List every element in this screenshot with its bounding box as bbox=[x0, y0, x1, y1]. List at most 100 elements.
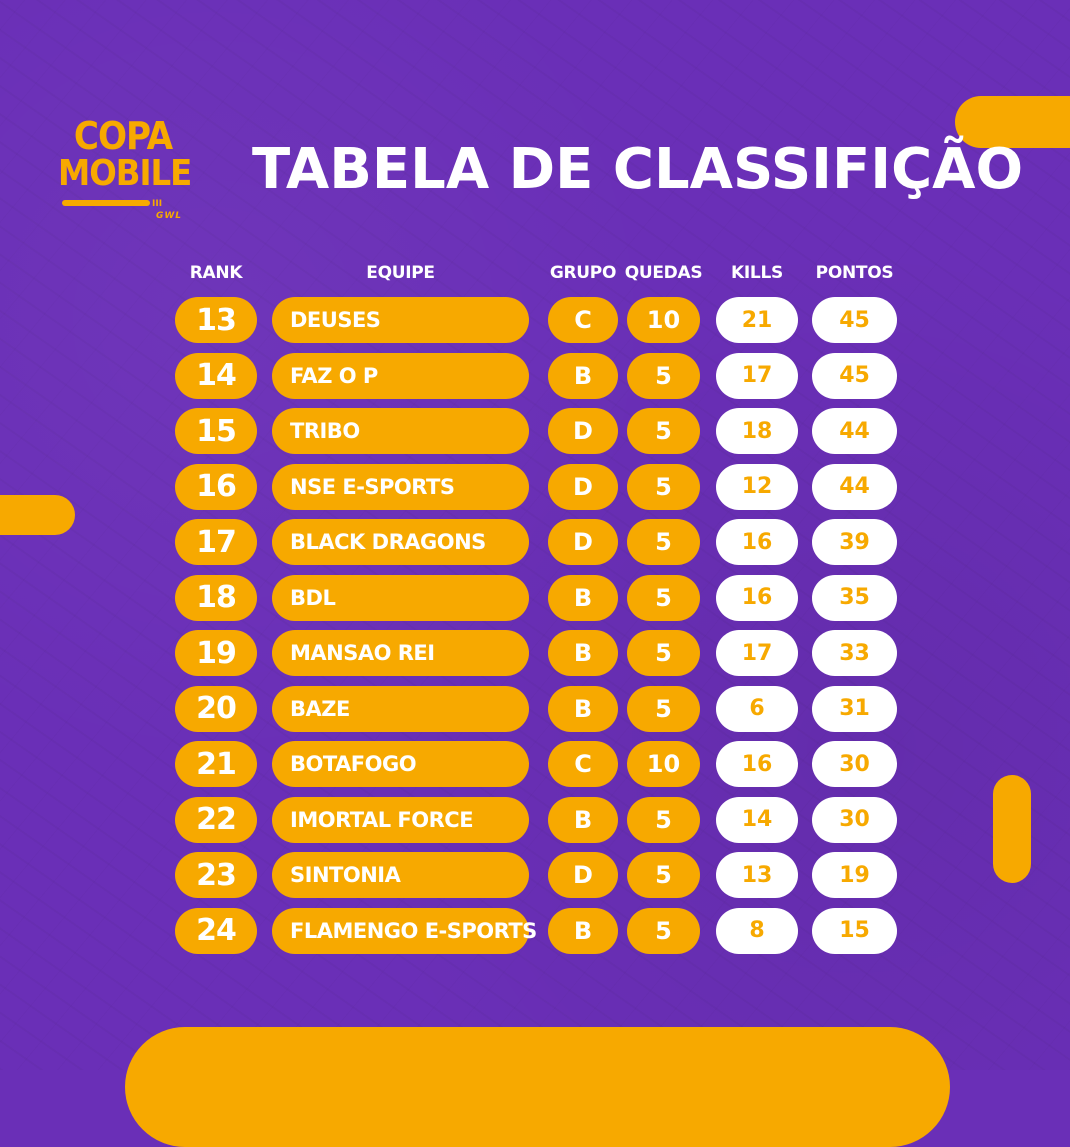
rank-cell: 21 bbox=[175, 741, 257, 787]
team-name-cell: BOTAFOGO bbox=[272, 741, 529, 787]
kills-cell: 6 bbox=[716, 685, 798, 732]
team-name-cell: TRIBO bbox=[272, 408, 529, 454]
team-name-cell: FLAMENGO E-SPORTS bbox=[272, 907, 537, 954]
team-name-cell: FAZ O P bbox=[272, 352, 529, 399]
rank-cell: 17 bbox=[175, 519, 257, 565]
kills-cell: 16 bbox=[716, 519, 798, 565]
points-cell: 30 bbox=[812, 796, 897, 843]
group-cell: D bbox=[548, 852, 618, 898]
rank-cell: 23 bbox=[175, 852, 257, 898]
team-name-cell: BAZE bbox=[272, 685, 529, 732]
drops-cell: 5 bbox=[627, 408, 700, 454]
drops-cell: 5 bbox=[627, 574, 700, 621]
kills-cell: 17 bbox=[716, 630, 798, 676]
drops-cell: 5 bbox=[627, 519, 700, 565]
group-cell: D bbox=[548, 463, 618, 510]
team-name-cell: SINTONIA bbox=[272, 852, 529, 898]
table-row: 21 BOTAFOGO C 10 16 30 bbox=[0, 741, 1070, 787]
group-cell: C bbox=[548, 741, 618, 787]
kills-cell: 21 bbox=[716, 297, 798, 343]
drops-cell: 5 bbox=[627, 796, 700, 843]
rank-cell: 24 bbox=[175, 907, 257, 954]
table-row: 17 BLACK DRAGONS D 5 16 39 bbox=[0, 519, 1070, 565]
points-cell: 44 bbox=[812, 408, 897, 454]
team-name-cell: BDL bbox=[272, 574, 529, 621]
kills-cell: 16 bbox=[716, 741, 798, 787]
team-name-cell: IMORTAL FORCE bbox=[272, 796, 529, 843]
logo-bar-ticks: III bbox=[152, 199, 163, 209]
group-cell: B bbox=[548, 630, 618, 676]
decorative-pill-left bbox=[0, 495, 75, 535]
header-drops: QUEDAS bbox=[624, 263, 703, 283]
group-cell: D bbox=[548, 519, 618, 565]
table-header: RANK EQUIPE GRUPO QUEDAS KILLS PONTOS bbox=[0, 258, 1070, 288]
table-row: 19 MANSAO REI B 5 17 33 bbox=[0, 630, 1070, 676]
decorative-pill-right bbox=[993, 775, 1031, 883]
decorative-bar-bottom bbox=[125, 1027, 950, 1147]
group-cell: B bbox=[548, 796, 618, 843]
rank-cell: 15 bbox=[175, 408, 257, 454]
group-cell: B bbox=[548, 352, 618, 399]
drops-cell: 5 bbox=[627, 685, 700, 732]
team-name-cell: BLACK DRAGONS bbox=[272, 519, 529, 565]
points-cell: 30 bbox=[812, 741, 897, 787]
points-cell: 31 bbox=[812, 685, 897, 732]
rank-cell: 16 bbox=[175, 463, 257, 510]
points-cell: 35 bbox=[812, 574, 897, 621]
logo-subtitle: GWL bbox=[155, 211, 182, 221]
table-row: 16 NSE E-SPORTS D 5 12 44 bbox=[0, 463, 1070, 510]
kills-cell: 8 bbox=[716, 907, 798, 954]
table-row: 20 BAZE B 5 6 31 bbox=[0, 685, 1070, 732]
team-name-cell: MANSAO REI bbox=[272, 630, 529, 676]
team-name-cell: NSE E-SPORTS bbox=[272, 463, 529, 510]
drops-cell: 10 bbox=[627, 741, 700, 787]
table-row: 23 SINTONIA D 5 13 19 bbox=[0, 852, 1070, 898]
table-row: 14 FAZ O P B 5 17 45 bbox=[0, 352, 1070, 399]
header-kills: KILLS bbox=[731, 263, 783, 283]
points-cell: 45 bbox=[812, 352, 897, 399]
points-cell: 19 bbox=[812, 852, 897, 898]
header-group: GRUPO bbox=[549, 263, 617, 283]
logo-bar: III GWL bbox=[58, 197, 188, 221]
drops-cell: 5 bbox=[627, 907, 700, 954]
header-points: PONTOS bbox=[815, 263, 894, 283]
group-cell: C bbox=[548, 297, 618, 343]
logo-bar-line bbox=[62, 200, 150, 206]
logo-line-1: COPA bbox=[73, 114, 173, 158]
drops-cell: 5 bbox=[627, 463, 700, 510]
kills-cell: 12 bbox=[716, 463, 798, 510]
rank-cell: 18 bbox=[175, 574, 257, 621]
decorative-pill-top-right bbox=[955, 96, 1070, 148]
points-cell: 15 bbox=[812, 907, 897, 954]
group-cell: D bbox=[548, 408, 618, 454]
kills-cell: 14 bbox=[716, 796, 798, 843]
points-cell: 44 bbox=[812, 463, 897, 510]
drops-cell: 5 bbox=[627, 352, 700, 399]
drops-cell: 5 bbox=[627, 630, 700, 676]
drops-cell: 10 bbox=[627, 297, 700, 343]
drops-cell: 5 bbox=[627, 852, 700, 898]
points-cell: 39 bbox=[812, 519, 897, 565]
group-cell: B bbox=[548, 907, 618, 954]
group-cell: B bbox=[548, 685, 618, 732]
rank-cell: 19 bbox=[175, 630, 257, 676]
header-rank: RANK bbox=[189, 263, 243, 283]
points-cell: 45 bbox=[812, 297, 897, 343]
table-row: 24 FLAMENGO E-SPORTS B 5 8 15 bbox=[0, 907, 1070, 954]
header-team: EQUIPE bbox=[366, 263, 435, 283]
table-row: 15 TRIBO D 5 18 44 bbox=[0, 408, 1070, 454]
table-row: 13 DEUSES C 10 21 45 bbox=[0, 297, 1070, 343]
group-cell: B bbox=[548, 574, 618, 621]
table-row: 22 IMORTAL FORCE B 5 14 30 bbox=[0, 796, 1070, 843]
rank-cell: 22 bbox=[175, 796, 257, 843]
team-name-cell: DEUSES bbox=[272, 297, 529, 343]
page-title: TABELA DE CLASSIFIÇÃO bbox=[252, 137, 1024, 202]
rank-cell: 14 bbox=[175, 352, 257, 399]
kills-cell: 13 bbox=[716, 852, 798, 898]
table-row: 18 BDL B 5 16 35 bbox=[0, 574, 1070, 621]
rank-cell: 20 bbox=[175, 685, 257, 732]
kills-cell: 18 bbox=[716, 408, 798, 454]
rank-cell: 13 bbox=[175, 297, 257, 343]
points-cell: 33 bbox=[812, 630, 897, 676]
kills-cell: 16 bbox=[716, 574, 798, 621]
